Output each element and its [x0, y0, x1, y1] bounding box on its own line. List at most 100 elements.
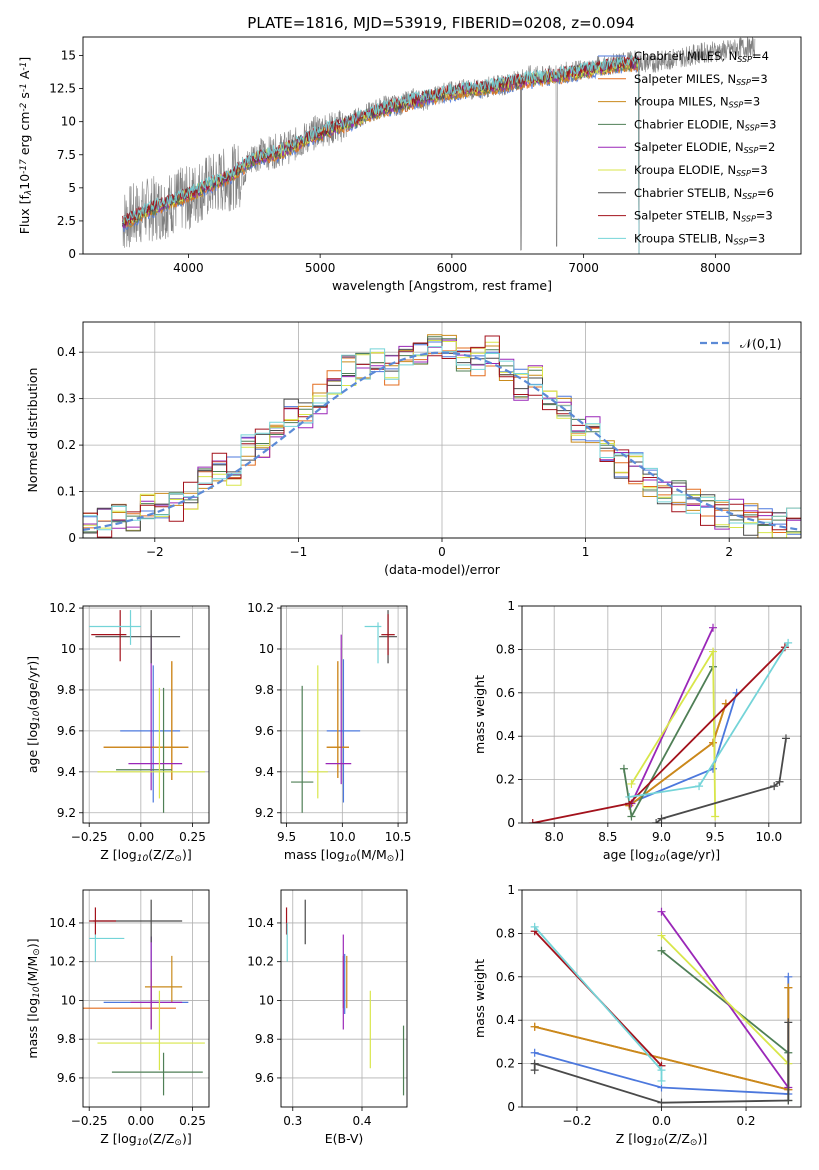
weight-vs-Z-xtick-label: −0.2 [562, 1114, 591, 1128]
weight-marker [530, 1059, 539, 1068]
weight-vs-Z-xlabel: Z [log10(Z/Z⊙)] [616, 1131, 707, 1148]
spectrum-xtick-label: 6000 [437, 261, 468, 275]
errorbar-point [130, 936, 183, 1030]
weight-marker [627, 779, 636, 788]
weight-marker [709, 738, 718, 747]
weight-marker [711, 812, 720, 821]
age-vs-mass-axes: 9.5 10.0 10.5 9.2 9.4 9.6 9.8 10 10.2 mass [log10… [247, 601, 411, 864]
legend-label: Kroupa MILES, NSSP=3 [634, 95, 760, 110]
weight-marker [625, 792, 634, 801]
spectrum-ytick-label: 12.5 [49, 82, 76, 96]
errorbar-point [364, 622, 382, 664]
age-vs-mass-xtick-label: 10.0 [329, 830, 356, 844]
errorbar-point [381, 614, 395, 656]
weight-marker [657, 1098, 666, 1107]
mass-vs-Z-ytick-label: 10 [61, 993, 76, 1007]
age-vs-Z-ytick-label: 10.2 [49, 601, 76, 615]
weight-vs-age-xtick-label: 9.5 [706, 830, 725, 844]
weight-marker [530, 1048, 539, 1057]
spectrum-ytick-label: 0 [68, 247, 76, 261]
spectrum-xlabel: wavelength [Angstrom, rest frame] [332, 278, 552, 293]
legend-label: Salpeter MILES, NSSP=3 [634, 72, 768, 87]
legend-label: Salpeter STELIB, NSSP=3 [634, 209, 773, 224]
residuals-ytick-label: 0.4 [57, 345, 76, 359]
mass-vs-ebv-ytick-label: 10.4 [247, 916, 274, 930]
age-vs-Z-frame [82, 605, 210, 824]
spectrum-xtick-label: 7000 [568, 261, 599, 275]
age-vs-Z-axes: −0.25 0.00 0.25 9.2 9.4 9.6 9.8 10 10.2 Z [log10(… [25, 601, 209, 864]
weight-vs-age-frame [521, 605, 802, 824]
weight-vs-age-ytick-label: 0 [507, 816, 515, 830]
weight-vs-age-ytick-label: 0.6 [496, 686, 515, 700]
residuals-ytick-label: 0 [68, 531, 76, 545]
residual-histogram-series [83, 346, 801, 531]
residual-histogram-series [83, 335, 801, 538]
spectrum-frame [82, 36, 802, 255]
errorbar-point [103, 661, 189, 781]
mass-vs-ebv-xtick-label: 0.3 [283, 1114, 302, 1128]
model-spectrum-line [122, 54, 640, 254]
age-vs-mass-ytick-label: 9.8 [255, 683, 274, 697]
spectrum-axes: 4000 5000 6000 7000 8000 0 2.5 5 7.5 10 12.5 15 wave… [17, 49, 731, 293]
residual-histogram-series [83, 334, 801, 538]
residuals-xlabel: (data-model)/error [384, 562, 501, 577]
weight-vs-age-xtick-label: 10.0 [755, 830, 782, 844]
legend-label: 𝒩(0,1) [740, 336, 782, 351]
weight-marker [627, 812, 636, 821]
weight-vs-age-ytick-label: 0.4 [496, 729, 515, 743]
weight-vs-Z-ytick-label: 0.2 [496, 1057, 515, 1071]
age-vs-Z-ytick-label: 9.6 [57, 724, 76, 738]
panels: 4000 5000 6000 7000 800002.557.51012.515wave… [17, 36, 802, 1148]
weight-vs-Z-xtick-label: 0.0 [652, 1114, 671, 1128]
age-vs-Z-xlabel: Z [log10(Z/Z⊙)] [100, 847, 191, 864]
mass-vs-Z-ylabel: mass [log10(M/M⊙)] [25, 938, 42, 1058]
residuals-xtick-label: 1 [582, 545, 590, 559]
residuals-ytick-label: 0.2 [57, 438, 76, 452]
mass-vs-ebv-xtick-label: 0.4 [352, 1114, 371, 1128]
age-vs-mass-frame [280, 605, 408, 824]
age-vs-mass-xlabel: mass [log10(M/M⊙)] [284, 847, 404, 864]
residual-histogram-series [83, 336, 801, 533]
age-vs-mass-ytick-label: 10 [259, 642, 274, 656]
residuals-xtick-label: −1 [290, 545, 308, 559]
errorbar-point [326, 661, 350, 778]
errorbar-point [95, 610, 181, 664]
weight-series-line [630, 627, 714, 804]
age-vs-Z-ytick-label: 9.2 [57, 806, 76, 820]
weight-vs-age-ytick-label: 1 [507, 599, 515, 613]
weight-marker [530, 1022, 539, 1031]
mass-vs-ebv-ytick-label: 9.8 [255, 1032, 274, 1046]
weight-marker [695, 782, 704, 791]
weight-marker [784, 1018, 793, 1027]
spectrum-ytick-label: 2.5 [57, 214, 76, 228]
weight-marker [709, 623, 718, 632]
errorbar-point [116, 687, 172, 813]
spectrum-ytick-label: 7.5 [57, 148, 76, 162]
age-vs-Z-xtick-label: 0.25 [179, 830, 206, 844]
age-vs-Z-ylabel: age [log10(age/yr)] [25, 656, 42, 773]
legend-label: Chabrier MILES, NSSP=4 [634, 49, 769, 64]
weight-vs-age-ylabel: mass weight [472, 675, 487, 754]
residuals-ytick-label: 0.1 [57, 485, 76, 499]
weight-marker [657, 907, 666, 916]
weight-marker [530, 922, 539, 931]
weight-marker [528, 819, 537, 823]
mass-vs-Z-ytick-label: 9.8 [57, 1032, 76, 1046]
errorbar-point [97, 990, 205, 1071]
age-vs-Z-xtick-label: 0.00 [127, 830, 154, 844]
mass-vs-Z-xlabel: Z [log10(Z/Z⊙)] [100, 1131, 191, 1148]
residuals-xtick-label: −2 [146, 545, 164, 559]
weight-marker [657, 946, 666, 955]
age-vs-mass-ytick-label: 9.2 [255, 806, 274, 820]
errorbar-point [291, 685, 314, 813]
age-vs-mass-ytick-label: 10.2 [247, 601, 274, 615]
weight-vs-age-xlabel: age [log10(age/yr)] [603, 847, 720, 864]
weight-vs-Z-xtick-label: 0.2 [736, 1114, 755, 1128]
mass-vs-Z-frame [82, 889, 210, 1108]
weight-vs-Z-ytick-label: 0.8 [496, 926, 515, 940]
errorbar-point [325, 634, 352, 785]
figure-title: PLATE=1816, MJD=53919, FIBERID=0208, z=0… [247, 14, 634, 32]
mass-vs-ebv-frame [280, 889, 408, 1108]
weight-vs-age-xtick-label: 9.0 [652, 830, 671, 844]
weight-marker [784, 638, 793, 647]
